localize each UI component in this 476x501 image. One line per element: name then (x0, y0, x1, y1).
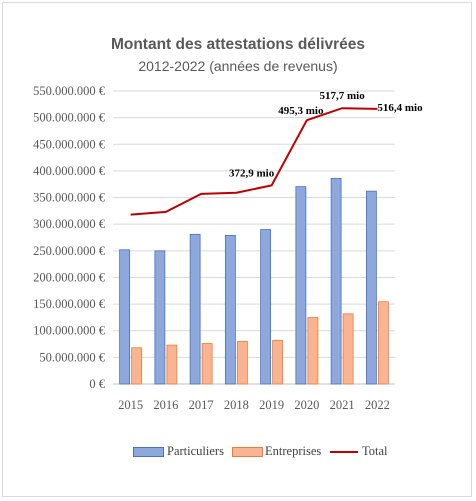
bar-entreprises (272, 339, 284, 385)
bar-entreprises (377, 301, 389, 385)
bar-entreprises (201, 343, 213, 385)
legend-label-total: Total (362, 444, 388, 458)
y-tick-label: 500.000.000 € (33, 111, 106, 125)
legend-swatch-entreprises (232, 447, 263, 457)
bar-entreprises (307, 317, 319, 385)
y-tick-label: 550.000.000 € (33, 84, 106, 98)
x-tick-label: 2020 (294, 398, 319, 412)
data-label-total: 372,9 mio (229, 167, 275, 179)
x-tick-label: 2022 (365, 398, 390, 412)
x-tick-label: 2017 (189, 398, 214, 412)
x-tick-label: 2019 (259, 398, 284, 412)
chart-title: Montant des attestations délivrées (110, 36, 366, 53)
bar-particuliers (330, 177, 342, 385)
data-label-total: 516,4 mio (377, 102, 423, 114)
y-tick-label: 100.000.000 € (33, 324, 106, 338)
chart-frame (2, 2, 472, 497)
x-tick-label: 2015 (118, 398, 143, 412)
x-tick-label: 2018 (224, 398, 249, 412)
bar-particuliers (119, 249, 131, 385)
legend-label-entreprises: Entreprises (265, 444, 322, 458)
y-tick-label: 300.000.000 € (33, 217, 106, 231)
x-tick-label: 2021 (330, 398, 355, 412)
bar-entreprises (236, 340, 248, 385)
legend-swatch-particuliers (133, 447, 164, 457)
legend-label-particuliers: Particuliers (167, 444, 224, 458)
bar-particuliers (295, 186, 307, 385)
bar-entreprises (342, 313, 354, 385)
bar-particuliers (154, 250, 166, 385)
bar-particuliers (365, 190, 377, 385)
bar-particuliers (189, 233, 201, 385)
data-label-total: 517,7 mio (320, 90, 366, 102)
y-tick-label: 0 € (89, 377, 105, 391)
y-tick-label: 450.000.000 € (33, 137, 106, 151)
data-label-total: 495,3 mio (278, 105, 324, 117)
series-line-total (130, 107, 378, 216)
bar-particuliers (260, 229, 272, 385)
y-tick-label: 50.000.000 € (39, 350, 105, 364)
y-tick-label: 200.000.000 € (33, 270, 106, 284)
chart-legend: Particuliers Entreprises Total (0, 443, 476, 463)
y-tick-label: 250.000.000 € (33, 244, 106, 258)
chart-subtitle: 2012-2022 (années de revenus) (138, 58, 338, 74)
bar-entreprises (166, 344, 178, 385)
bar-entreprises (131, 347, 143, 385)
x-tick-label: 2016 (153, 398, 178, 412)
y-tick-label: 150.000.000 € (33, 297, 106, 311)
y-tick-label: 350.000.000 € (33, 191, 106, 205)
y-tick-label: 400.000.000 € (33, 164, 106, 178)
bar-particuliers (224, 234, 236, 385)
legend-line-total (330, 451, 358, 453)
